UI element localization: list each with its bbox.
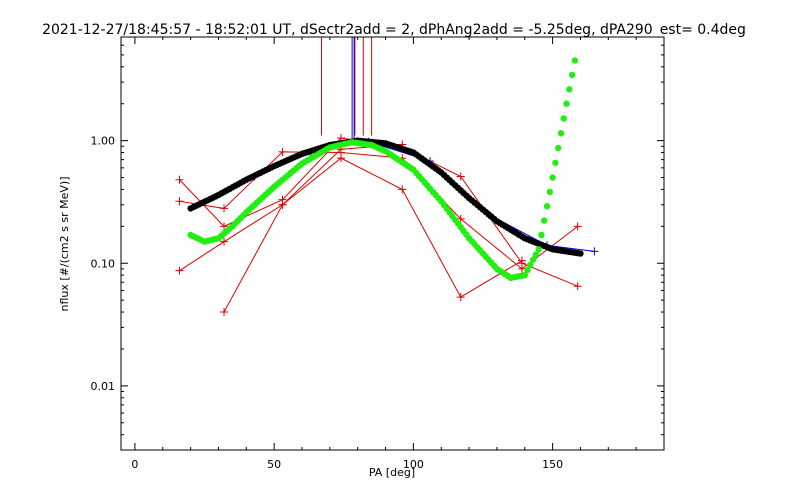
y-tick-label: 0.10: [91, 257, 116, 270]
green-dot-point: [521, 271, 528, 279]
red-plus-marker: [220, 237, 229, 246]
green-dot-point: [543, 203, 551, 210]
green-dot-point: [557, 130, 565, 137]
chart-title: 2021-12-27/18:45:57 - 18:52:01 UT, dSect…: [42, 22, 746, 38]
y-tick-label: 1.00: [91, 135, 116, 148]
plot-frame: [120, 36, 665, 451]
green-dot-point: [541, 217, 548, 224]
red-plus-marker: [220, 204, 229, 213]
red-plus-marker: [278, 147, 287, 156]
red-plus-marker: [573, 222, 582, 231]
green-dot-point: [532, 251, 540, 258]
x-tick-label: 150: [542, 458, 563, 471]
green-dot-point: [549, 174, 556, 181]
green-dot-point: [563, 100, 570, 107]
x-tick-label: 100: [403, 458, 424, 471]
y-tick-label: 0.01: [91, 380, 116, 393]
green-dot-point: [552, 159, 559, 166]
red-plus-marker: [573, 282, 582, 291]
red-plus-marker: [175, 197, 184, 206]
green-dot-point: [524, 266, 531, 274]
red-plus-marker: [220, 308, 229, 317]
red-plus-marker: [220, 222, 229, 231]
green-dot-point: [535, 246, 542, 253]
red-series-line: [179, 151, 578, 270]
y-axis-label: nflux [#/(cm2 s sr MeV)]: [58, 177, 71, 312]
green-dot-point: [554, 144, 562, 152]
red-plus-marker: [398, 185, 407, 194]
x-tick-label: 50: [267, 458, 281, 471]
x-tick-label: 0: [131, 458, 138, 471]
green-dot-point: [529, 256, 537, 263]
red-plus-marker: [336, 154, 345, 163]
red-plus-marker: [278, 200, 287, 209]
x-axis-label: PA [deg]: [369, 466, 415, 479]
red-plus-marker: [175, 266, 184, 275]
green-dot-point: [546, 188, 554, 196]
green-dot-point: [538, 231, 545, 239]
red-plus-marker: [517, 256, 526, 265]
plot-area: 0 50 100 150 0.01 0.10 1.00: [91, 36, 664, 471]
green-dot-point: [568, 71, 576, 79]
red-plus-marker: [456, 293, 465, 302]
black-dot-point: [577, 250, 584, 257]
green-dot-point: [571, 57, 579, 64]
blue-plus-marker: [590, 247, 599, 256]
green-dot-point: [566, 86, 573, 93]
red-plus-marker: [175, 175, 184, 184]
green-dot-point: [527, 261, 534, 268]
green-dot-point: [560, 115, 567, 122]
red-plus-marker: [456, 172, 465, 181]
